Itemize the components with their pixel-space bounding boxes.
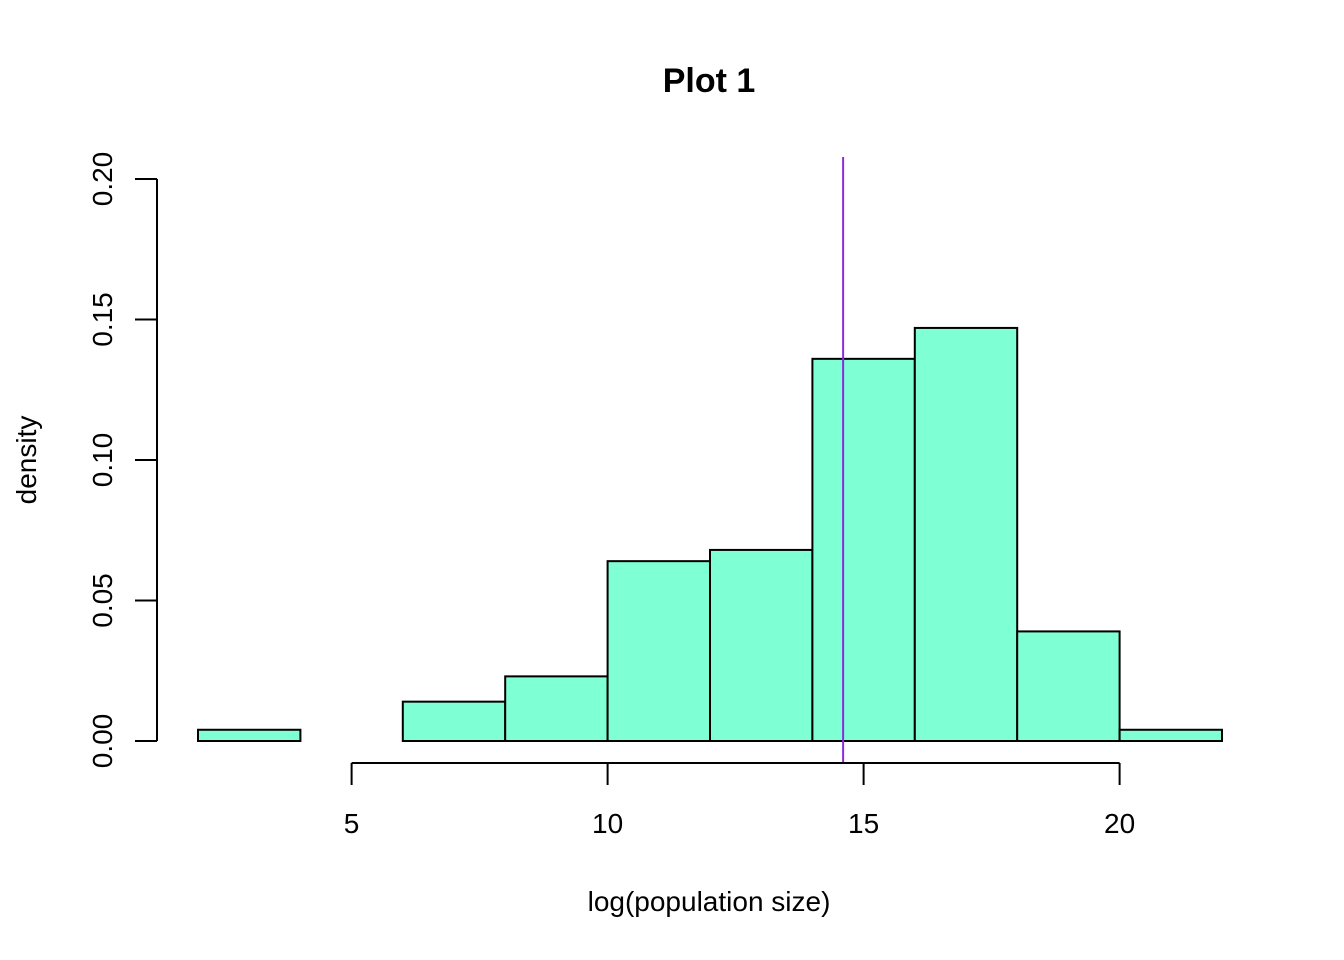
- y-tick-label: 0.05: [87, 573, 118, 628]
- y-tick-label: 0.20: [87, 152, 118, 207]
- x-tick-label: 5: [344, 808, 360, 839]
- histogram-bar: [606, 560, 711, 742]
- histogram-bar: [401, 700, 507, 742]
- histogram-bars: [197, 326, 1223, 743]
- histogram-bar: [1118, 728, 1223, 743]
- x-tick-label: 10: [592, 808, 623, 839]
- y-axis: 0.00 0.05 0.10 0.15 0.20: [87, 152, 158, 769]
- x-axis-label: log(population size): [588, 886, 831, 917]
- histogram-bar: [913, 326, 1019, 742]
- histogram-bar: [811, 357, 916, 742]
- x-axis: 5 10 15 20: [344, 762, 1135, 839]
- y-axis-label: density: [11, 416, 42, 505]
- y-tick-label: 0.10: [87, 433, 118, 488]
- x-tick-label: 15: [848, 808, 879, 839]
- x-tick-label: 20: [1104, 808, 1135, 839]
- chart-title: Plot 1: [663, 62, 756, 100]
- y-tick-label: 0.00: [87, 714, 118, 769]
- histogram-bar: [197, 728, 302, 743]
- y-tick-label: 0.15: [87, 292, 118, 347]
- histogram-bar: [709, 548, 814, 742]
- histogram-bar: [1016, 630, 1121, 742]
- histogram-bar: [504, 675, 609, 742]
